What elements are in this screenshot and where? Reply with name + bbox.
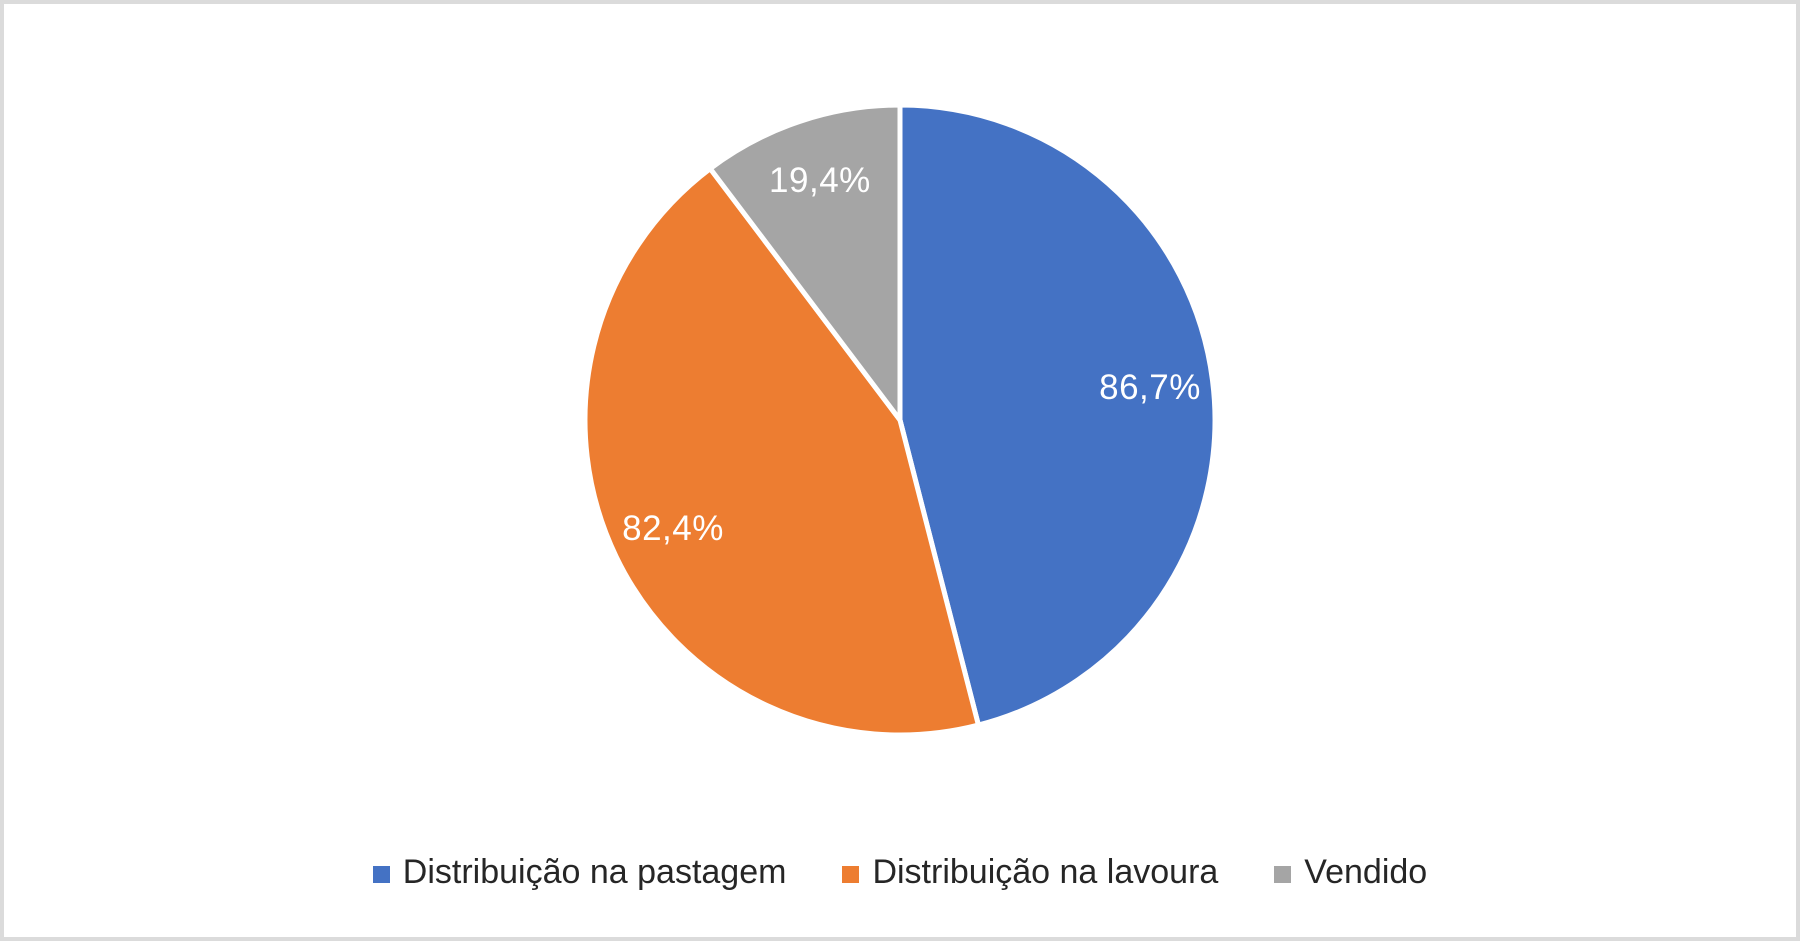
legend-swatch-icon (372, 865, 390, 883)
pie-slices (582, 102, 1218, 738)
slice-value-label: 19,4% (769, 161, 871, 201)
legend-label: Distribuição na lavoura (872, 853, 1219, 891)
legend-item-distribuicao-na-pastagem: Distribuição na pastagem (372, 853, 787, 892)
legend-swatch-icon (1274, 865, 1292, 883)
legend-swatch-icon (842, 865, 860, 883)
slice-value-label: 82,4% (622, 509, 724, 549)
pie-slice (706, 102, 903, 428)
slice-value-label: 86,7% (1099, 368, 1201, 408)
legend-label: Distribuição na pastagem (402, 853, 787, 891)
pie-chart (582, 102, 1218, 738)
legend-item-vendido: Vendido (1274, 853, 1427, 892)
legend-item-distribuicao-na-lavoura: Distribuição na lavoura (842, 853, 1218, 892)
chart-legend: Distribuição na pastagem Distribuição na… (4, 853, 1796, 892)
pie-slice (897, 102, 1218, 729)
pie-slice (582, 165, 982, 738)
legend-label: Vendido (1304, 853, 1428, 891)
